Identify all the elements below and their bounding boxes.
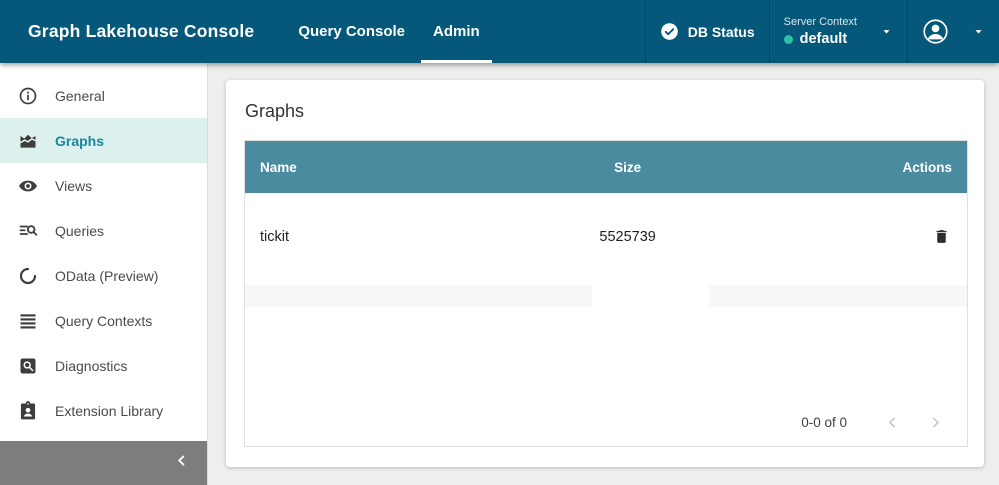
sidebar-item-odata[interactable]: OData (Preview) <box>0 253 207 298</box>
top-bar: Graph Lakehouse Console Query Console Ad… <box>0 0 999 63</box>
sidebar-item-label: Query Contexts <box>55 312 153 329</box>
sidebar-item-general[interactable]: General <box>0 73 207 118</box>
sidebar-item-label: Extension Library <box>55 402 164 419</box>
sidebar-item-graphs[interactable]: Graphs <box>0 118 207 163</box>
sidebar-item-label: Views <box>55 177 93 194</box>
tab-query-console[interactable]: Query Console <box>298 23 406 40</box>
column-header-name: Name <box>260 159 297 175</box>
table-header-row: Name Size Actions <box>245 141 967 193</box>
sidebar-item-query-contexts[interactable]: Query Contexts <box>0 298 207 343</box>
next-page-button[interactable] <box>924 411 947 434</box>
sidebar-item-label: Diagnostics <box>55 357 128 374</box>
server-context-selector[interactable]: Server Context default <box>768 0 907 63</box>
clipboard-person-icon <box>18 400 38 421</box>
server-context-value: default <box>799 31 848 47</box>
placeholder-block <box>709 285 967 307</box>
info-icon <box>18 86 38 106</box>
table-empty-space <box>245 307 967 398</box>
sidebar: General Graphs Views Queries OData (Prev <box>0 63 208 485</box>
circular-arc-icon <box>18 266 38 286</box>
placeholder-row <box>245 285 967 307</box>
graph-size-cell: 5525739 <box>599 229 656 245</box>
graphs-card: Graphs Name Size Actions tickit 5525739 <box>226 80 984 467</box>
eye-icon <box>18 176 38 196</box>
column-header-actions: Actions <box>902 159 952 175</box>
db-status-button[interactable]: DB Status <box>644 0 769 63</box>
account-menu[interactable] <box>907 0 999 63</box>
trash-icon <box>933 229 950 248</box>
chevron-left-icon <box>174 453 189 473</box>
page-search-icon <box>18 356 38 376</box>
server-context-label: Server Context <box>783 16 857 28</box>
status-dot <box>783 34 793 44</box>
db-status-label: DB Status <box>687 23 755 40</box>
chevron-down-icon <box>972 25 985 38</box>
top-nav: Query Console Admin <box>284 0 493 63</box>
chevron-down-icon <box>880 25 893 38</box>
paginator: 0-0 of 0 <box>245 398 967 446</box>
graphs-table: Name Size Actions tickit 5525739 <box>244 140 968 447</box>
search-list-icon <box>18 221 38 241</box>
placeholder-block <box>245 285 592 307</box>
check-circle-icon <box>660 22 679 41</box>
column-header-size: Size <box>614 159 642 175</box>
main-area: Graphs Name Size Actions tickit 5525739 <box>208 63 999 485</box>
table-row: tickit 5525739 <box>245 193 967 281</box>
sidebar-collapse-button[interactable] <box>0 441 207 485</box>
sidebar-item-diagnostics[interactable]: Diagnostics <box>0 343 207 388</box>
previous-page-button[interactable] <box>881 411 904 434</box>
server-context: Server Context default <box>783 16 857 47</box>
tab-admin[interactable]: Admin <box>419 0 494 63</box>
user-circle-icon <box>922 18 949 45</box>
chevron-left-icon <box>884 416 901 434</box>
sidebar-item-label: Queries <box>55 222 105 239</box>
list-icon <box>18 311 38 331</box>
topbar-right: DB Status Server Context default <box>644 0 999 63</box>
pagination-range-label: 0-0 of 0 <box>801 414 847 430</box>
sidebar-item-queries[interactable]: Queries <box>0 208 207 253</box>
app-title: Graph Lakehouse Console <box>28 21 255 41</box>
sidebar-item-label: Graphs <box>55 132 105 149</box>
chevron-right-icon <box>927 414 944 431</box>
sidebar-item-views[interactable]: Views <box>0 163 207 208</box>
page-title: Graphs <box>245 101 305 121</box>
area-chart-icon <box>18 131 38 151</box>
sidebar-item-extension-library[interactable]: Extension Library <box>0 388 207 433</box>
sidebar-item-label: General <box>55 87 105 104</box>
delete-graph-button[interactable] <box>931 226 952 247</box>
sidebar-item-label: OData (Preview) <box>55 267 159 284</box>
graph-name-cell: tickit <box>260 229 289 245</box>
